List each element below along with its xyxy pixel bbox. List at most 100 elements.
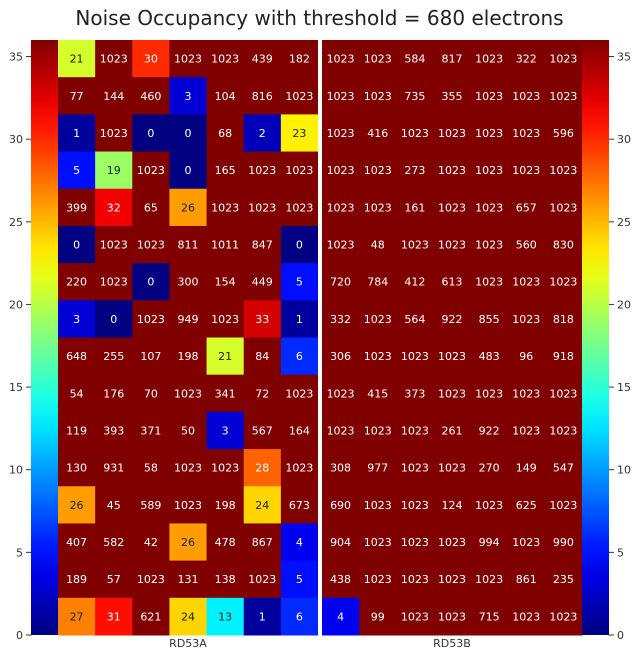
cell-value-label: 1023: [137, 239, 165, 252]
cell-value-label: 1023: [211, 53, 239, 66]
cell-value-label: 735: [404, 90, 425, 103]
cell-value-label: 931: [103, 462, 124, 475]
cell-value-label: 23: [292, 127, 306, 140]
left-tick-label: 30: [9, 133, 23, 146]
heatmap-cell: [58, 114, 96, 153]
cell-value-label: 270: [479, 462, 500, 475]
cell-value-label: 198: [178, 350, 199, 363]
heatmap-cell: [206, 337, 245, 376]
heatmap-cell: [95, 560, 133, 599]
cell-value-label: 1023: [100, 127, 128, 140]
heatmap-cell: [58, 337, 96, 376]
cell-value-label: 4: [337, 610, 344, 623]
cell-value-label: 235: [553, 573, 574, 586]
right-tick-label: 20: [617, 298, 631, 311]
cell-value-label: 399: [66, 201, 87, 214]
cell-value-label: 1023: [549, 610, 577, 623]
cell-value-label: 977: [367, 462, 388, 475]
heatmap-cell: [132, 411, 170, 450]
heatmap-cell: [396, 114, 434, 153]
heatmap-cell: [433, 486, 472, 524]
cell-value-label: 1023: [401, 424, 429, 437]
left-tick-label: 25: [9, 216, 23, 229]
cell-value-label: 690: [330, 499, 351, 512]
heatmap-cell: [507, 449, 546, 487]
cell-value-label: 1023: [512, 387, 540, 400]
heatmap-cell: [322, 560, 360, 599]
cell-value-label: 261: [442, 424, 463, 437]
cell-value-label: 77: [70, 90, 84, 103]
heatmap-cell: [396, 337, 434, 376]
heatmap-cell: [206, 597, 245, 636]
heatmap-cell: [433, 77, 472, 115]
heatmap-cell: [433, 374, 472, 413]
cell-value-label: 1023: [438, 164, 466, 177]
heatmap-cell: [95, 374, 133, 413]
heatmap-cell: [544, 114, 583, 153]
cell-value-label: 6: [296, 350, 303, 363]
heatmap-cell: [544, 300, 583, 338]
cell-value-label: 460: [140, 90, 161, 103]
heatmap-cell: [95, 188, 133, 227]
heatmap-cell: [322, 374, 360, 413]
heatmap-cell: [396, 225, 434, 264]
heatmap-cell: [280, 597, 319, 636]
cell-value-label: 596: [553, 127, 574, 140]
left-tick-label: 5: [16, 546, 23, 559]
cell-value-label: 861: [516, 573, 537, 586]
heatmap-cell: [507, 40, 546, 78]
cell-value-label: 1023: [401, 573, 429, 586]
heatmap-cell: [95, 337, 133, 376]
heatmap-cell: [206, 40, 245, 78]
chip-label: RD53B: [433, 637, 471, 650]
heatmap-cell: [433, 151, 472, 190]
heatmap-cell: [95, 300, 133, 338]
heatmap-cell: [322, 597, 360, 636]
heatmap-cell: [280, 411, 319, 450]
chart-title: Noise Occupancy with threshold = 680 ele…: [75, 6, 564, 30]
cell-value-label: 621: [140, 610, 161, 623]
cell-value-label: 1023: [211, 313, 239, 326]
cell-value-label: 1023: [364, 424, 392, 437]
heatmap-cell: [95, 523, 133, 562]
heatmap-cell: [58, 151, 96, 190]
heatmap-cell: [280, 40, 319, 78]
heatmap-cell: [58, 411, 96, 450]
heatmap-cell: [206, 449, 245, 487]
heatmap-cell: [243, 411, 282, 450]
cell-value-label: 1023: [512, 276, 540, 289]
right-colorbar-axis: 0 5 10 15 20 25 30 35: [609, 51, 631, 642]
heatmap-cell: [206, 263, 245, 301]
heatmap-cell: [322, 486, 360, 524]
heatmap-cell: [243, 225, 282, 264]
cell-value-label: 1023: [438, 573, 466, 586]
cell-value-label: 1023: [475, 573, 503, 586]
cell-value-label: 65: [144, 201, 158, 214]
cell-value-label: 198: [215, 499, 236, 512]
cell-value-label: 33: [255, 313, 269, 326]
cell-value-label: 1023: [438, 536, 466, 549]
heatmap-cell: [359, 449, 397, 487]
cell-value-label: 1: [259, 610, 266, 623]
cell-value-label: 560: [516, 239, 537, 252]
heatmap-cell: [206, 486, 245, 524]
heatmap-cell: [544, 486, 583, 524]
heatmap-cell: [396, 188, 434, 227]
heatmap-cell: [132, 597, 170, 636]
heatmap-cell: [470, 337, 509, 376]
cell-value-label: 26: [181, 201, 195, 214]
heatmap-cell: [132, 449, 170, 487]
heatmap-cell: [470, 151, 509, 190]
heatmap-cell: [359, 114, 397, 153]
cell-value-label: 30: [144, 53, 158, 66]
heatmap-cell: [243, 449, 282, 487]
cell-value-label: 567: [252, 424, 273, 437]
heatmap-cell: [132, 114, 170, 153]
cell-value-label: 1023: [248, 164, 276, 177]
cell-value-label: 1023: [211, 462, 239, 475]
cell-value-label: 13: [218, 610, 232, 623]
heatmap-cell: [280, 523, 319, 562]
heatmap-cell: [396, 411, 434, 450]
heatmap-cell: [95, 225, 133, 264]
